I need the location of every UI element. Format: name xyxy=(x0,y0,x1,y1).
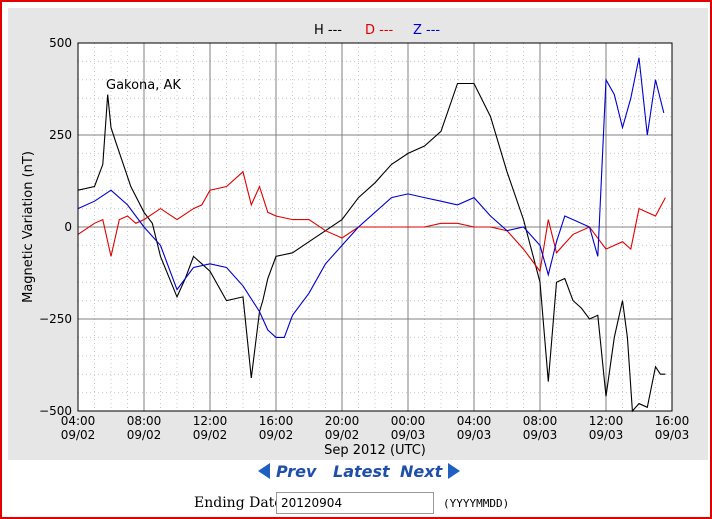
plot-border xyxy=(77,42,673,412)
station-label: Gakona, AK xyxy=(106,78,181,93)
prev-label: Prev xyxy=(276,462,317,481)
y-tick-label: 0 xyxy=(64,220,72,234)
y-tick-label: 500 xyxy=(49,36,72,50)
x-tick-label: 12:00 xyxy=(193,414,228,428)
prev-link[interactable]: Prev xyxy=(258,462,316,481)
y-tick-label: 250 xyxy=(49,128,72,142)
prev-arrow-icon xyxy=(258,463,270,479)
date-format-hint: (YYYYMMDD) xyxy=(443,497,510,510)
chart-panel: H --- D --- Z --- 04:00 09/02 08:00 09/02 12… xyxy=(8,8,708,460)
x-tick-label: 04:00 xyxy=(61,414,96,428)
x-tick-label: 16:00 xyxy=(259,414,294,428)
next-link[interactable]: Next xyxy=(400,462,461,481)
navigation-bar: Prev Latest Next xyxy=(2,462,712,484)
ending-date-input[interactable] xyxy=(276,492,434,514)
x-tick-label: 00:00 xyxy=(391,414,426,428)
x-tick-date: 09/02 xyxy=(259,428,294,442)
legend-z: Z --- xyxy=(413,23,441,38)
y-axis-label: Magnetic Variation (nT) xyxy=(21,151,36,303)
x-tick-label: 20:00 xyxy=(325,414,360,428)
legend-d: D --- xyxy=(365,23,394,38)
x-tick-label: 08:00 xyxy=(523,414,558,428)
date-form: Ending Date: (YYYYMMDD) xyxy=(2,491,712,517)
x-tick-date: 09/02 xyxy=(127,428,162,442)
x-tick-date: 09/03 xyxy=(457,428,492,442)
x-tick-date: 09/03 xyxy=(391,428,426,442)
y-tick-label: −500 xyxy=(39,404,72,418)
x-tick-date: 09/02 xyxy=(193,428,228,442)
next-label: Next xyxy=(400,462,443,481)
x-tick-date: 09/03 xyxy=(589,428,624,442)
x-tick-label: 04:00 xyxy=(457,414,492,428)
legend-h: H --- xyxy=(314,23,342,38)
x-tick-date: 09/03 xyxy=(523,428,558,442)
series-z-line xyxy=(77,57,665,338)
x-axis-label: Sep 2012 (UTC) xyxy=(324,443,426,458)
x-tick-label: 08:00 xyxy=(127,414,162,428)
x-tick-label: 16:00 xyxy=(655,414,690,428)
y-tick-label: −250 xyxy=(39,312,72,326)
ending-date-label: Ending Date: xyxy=(194,495,288,511)
x-tick-date: 09/03 xyxy=(655,428,690,442)
chart: 04:0009/0208:0009/0212:0009/0216:0009/02… xyxy=(21,36,690,458)
x-tick-label: 12:00 xyxy=(589,414,624,428)
next-arrow-icon xyxy=(448,463,461,479)
x-tick-date: 09/02 xyxy=(61,428,96,442)
series-h-line xyxy=(77,82,666,413)
series-d-line xyxy=(77,170,666,273)
x-tick-date: 09/02 xyxy=(325,428,360,442)
latest-link[interactable]: Latest xyxy=(333,462,390,481)
